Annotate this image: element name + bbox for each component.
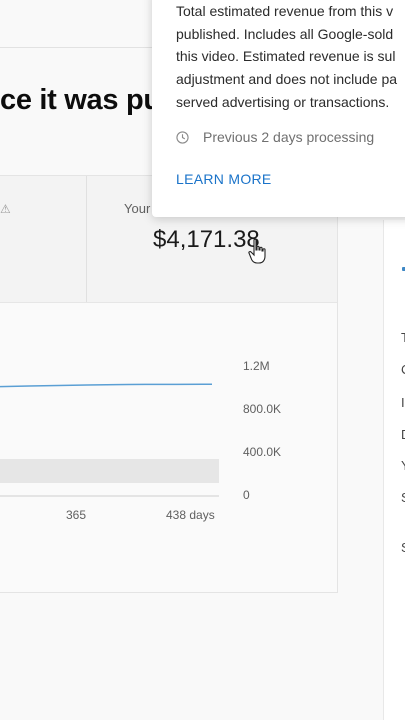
right-side-panel: T C I D Y S S bbox=[383, 220, 405, 720]
revenue-tooltip: Total estimated revenue from this v publ… bbox=[152, 0, 405, 217]
metric-value[interactable]: $4,171.38 bbox=[153, 226, 260, 253]
revenue-chart bbox=[0, 383, 219, 497]
panel-text: Y bbox=[401, 458, 405, 473]
panel-text: S bbox=[401, 540, 405, 555]
clock-icon bbox=[176, 131, 189, 144]
warning-icon: ⚠ bbox=[0, 202, 11, 216]
x-tick-label: 438 days bbox=[166, 508, 215, 522]
page-title: ce it was pu bbox=[0, 84, 161, 116]
metric-divider bbox=[86, 176, 87, 302]
metric-label: Your bbox=[124, 201, 151, 216]
learn-more-link[interactable]: LEARN MORE bbox=[176, 171, 272, 187]
processing-note: Previous 2 days processing bbox=[203, 129, 375, 145]
chart-series-line bbox=[0, 383, 213, 388]
chart-range-band bbox=[0, 459, 219, 483]
x-tick-label: 365 bbox=[66, 508, 87, 522]
y-tick-label: 800.0K bbox=[243, 402, 282, 416]
panel-text: I bbox=[401, 395, 405, 410]
panel-accent bbox=[402, 267, 405, 271]
panel-text: T bbox=[401, 330, 405, 345]
hand-cursor-icon bbox=[248, 238, 266, 264]
panel-text: C bbox=[401, 362, 405, 377]
y-tick-label: 1.2M bbox=[243, 359, 270, 373]
y-tick-label: 0 bbox=[243, 488, 250, 502]
panel-text: S bbox=[401, 490, 405, 505]
panel-text: D bbox=[401, 427, 405, 442]
tooltip-description: Total estimated revenue from this v publ… bbox=[176, 3, 398, 110]
y-tick-label: 400.0K bbox=[243, 445, 282, 459]
